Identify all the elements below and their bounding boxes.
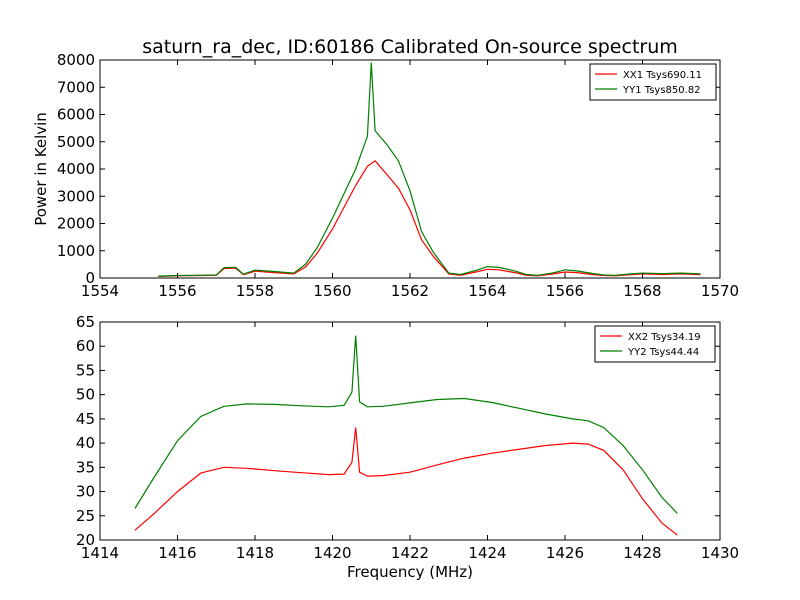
x-tick-label: 1426 [546,544,584,562]
y-tick-label: 0 [85,269,95,287]
y-tick-label: 6000 [57,106,95,124]
y-tick-label: 35 [76,458,95,476]
legend-box [589,63,717,101]
x-tick-label: 1430 [701,544,739,562]
legend-entry: XX2 Tsys34.19 [628,332,701,343]
y-tick-label: 4000 [57,160,95,178]
x-tick-label: 1420 [313,544,351,562]
top-y-axis-label: Power in Kelvin [32,112,50,226]
series-line-1-1 [158,159,701,277]
x-tick-label: 1416 [158,544,196,562]
y-tick-label: 45 [76,410,95,428]
x-tick-label: 1418 [236,544,274,562]
series-line-2-1 [134,427,678,536]
y-tick-label: 8000 [57,51,95,69]
y-tick-label: 5000 [57,133,95,151]
legend: XX1 Tsys690.11 YY1 Tsys850.82 [589,63,717,101]
bottom-panel: 1414 1416 1418 1420 1422 1424 1426 1428 1430 20 25… [76,313,739,562]
legend: XX2 Tsys34.19 YY2 Tsys44.44 [594,325,716,363]
y-tick-label: 30 [76,483,95,501]
legend-entry: XX1 Tsys690.11 [623,70,702,81]
x-tick-label: 1560 [313,282,351,300]
x-tick-label: 1568 [623,282,661,300]
x-tick-label: 1556 [158,282,196,300]
x-tick-label: 1566 [546,282,584,300]
legend-entry: YY2 Tsys44.44 [627,347,699,358]
x-tick-label: 1424 [468,544,506,562]
x-tick-label: 1422 [391,544,429,562]
x-tick-label: 1428 [623,544,661,562]
series-line-2-2 [134,335,678,514]
y-tick-label: 55 [76,361,95,379]
legend-box [594,325,716,363]
y-tick-label: 40 [76,434,95,452]
y-tick-label: 20 [76,531,95,549]
y-tick-label: 65 [76,313,95,331]
x-tick-label: 1558 [236,282,274,300]
x-tick-label: 1562 [391,282,429,300]
series-line-1-2 [158,62,701,277]
y-tick-label: 1000 [57,242,95,260]
y-tick-label: 7000 [57,78,95,96]
x-tick-label: 1554 [81,282,119,300]
y-tick-label: 50 [76,386,95,404]
y-tick-label: 60 [76,337,95,355]
chart-title: saturn_ra_dec, ID:60186 Calibrated On-so… [142,36,678,58]
legend-entry: YY1 Tsys850.82 [622,85,701,96]
y-tick-label: 25 [76,507,95,525]
y-tick-label: 3000 [57,187,95,205]
y-tick-label: 2000 [57,215,95,233]
x-tick-label: 1414 [81,544,119,562]
x-tick-label: 1570 [701,282,739,300]
x-tick-label: 1564 [468,282,506,300]
x-axis-label: Frequency (MHz) [347,563,473,581]
top-panel: 1554 1556 1558 1560 1562 1564 1566 1568 1570 0 100… [57,51,739,300]
